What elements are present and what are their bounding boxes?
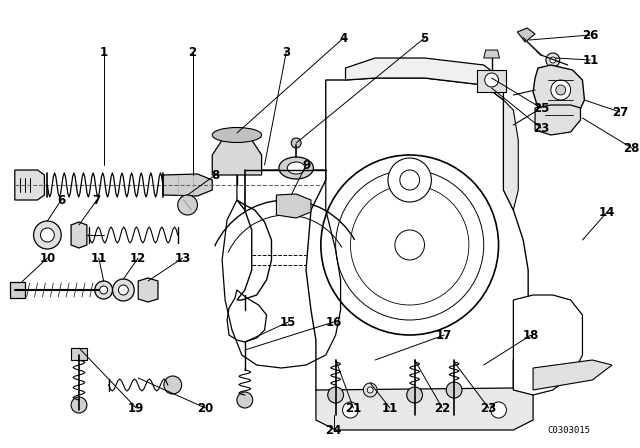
Polygon shape <box>346 58 504 100</box>
Circle shape <box>556 85 566 95</box>
Circle shape <box>328 387 344 403</box>
Text: 5: 5 <box>420 31 429 44</box>
Text: 12: 12 <box>130 251 147 264</box>
Text: 18: 18 <box>523 328 540 341</box>
Circle shape <box>550 57 556 63</box>
Circle shape <box>71 397 87 413</box>
Polygon shape <box>533 360 612 390</box>
Circle shape <box>364 383 377 397</box>
Circle shape <box>118 285 129 295</box>
Text: 21: 21 <box>346 401 362 414</box>
Text: 11: 11 <box>382 401 398 414</box>
Ellipse shape <box>287 162 305 174</box>
Circle shape <box>407 387 422 403</box>
Circle shape <box>484 73 499 87</box>
Circle shape <box>491 402 506 418</box>
Text: 27: 27 <box>612 105 628 119</box>
Text: 6: 6 <box>57 194 65 207</box>
Polygon shape <box>513 295 582 395</box>
Text: 19: 19 <box>128 401 145 414</box>
Text: 11: 11 <box>91 251 107 264</box>
Text: 11: 11 <box>582 53 598 66</box>
Text: C0303015: C0303015 <box>547 426 590 435</box>
Text: 8: 8 <box>211 168 220 181</box>
Text: 13: 13 <box>175 251 191 264</box>
Text: 22: 22 <box>434 401 451 414</box>
Polygon shape <box>504 100 518 210</box>
Text: 2: 2 <box>188 46 196 59</box>
Polygon shape <box>212 135 262 175</box>
Circle shape <box>100 286 108 294</box>
Polygon shape <box>306 78 528 418</box>
Polygon shape <box>163 174 212 196</box>
Text: 16: 16 <box>326 315 342 328</box>
Text: 7: 7 <box>93 194 101 207</box>
Bar <box>477 70 506 92</box>
Text: 23: 23 <box>533 121 549 134</box>
Polygon shape <box>535 105 580 135</box>
Text: 15: 15 <box>280 315 296 328</box>
Ellipse shape <box>279 157 314 179</box>
Text: 23: 23 <box>481 401 497 414</box>
Polygon shape <box>316 385 533 430</box>
Polygon shape <box>15 170 44 200</box>
Text: 24: 24 <box>326 423 342 436</box>
Polygon shape <box>71 348 87 360</box>
Text: 17: 17 <box>436 328 452 341</box>
Circle shape <box>551 80 571 100</box>
Text: 28: 28 <box>623 142 640 155</box>
Polygon shape <box>517 28 535 42</box>
Polygon shape <box>484 50 500 58</box>
Polygon shape <box>71 222 87 248</box>
Circle shape <box>95 281 113 299</box>
Polygon shape <box>276 194 311 218</box>
Polygon shape <box>533 65 584 118</box>
Circle shape <box>237 392 253 408</box>
Circle shape <box>33 221 61 249</box>
Text: 3: 3 <box>282 46 291 59</box>
Circle shape <box>342 402 358 418</box>
Text: 25: 25 <box>533 102 549 115</box>
Ellipse shape <box>212 128 262 142</box>
Circle shape <box>113 279 134 301</box>
Polygon shape <box>138 278 158 302</box>
Text: 9: 9 <box>302 159 310 172</box>
Circle shape <box>291 138 301 148</box>
Text: 14: 14 <box>599 206 615 219</box>
Circle shape <box>164 376 182 394</box>
Text: 20: 20 <box>197 401 214 414</box>
Text: 4: 4 <box>339 31 348 44</box>
Circle shape <box>178 195 198 215</box>
Text: 10: 10 <box>39 251 56 264</box>
Circle shape <box>40 228 54 242</box>
Circle shape <box>367 387 373 393</box>
Circle shape <box>321 155 499 335</box>
Circle shape <box>388 158 431 202</box>
Polygon shape <box>10 282 25 298</box>
Circle shape <box>446 382 462 398</box>
Circle shape <box>546 53 560 67</box>
Text: 1: 1 <box>100 46 108 59</box>
Text: 26: 26 <box>582 29 598 42</box>
